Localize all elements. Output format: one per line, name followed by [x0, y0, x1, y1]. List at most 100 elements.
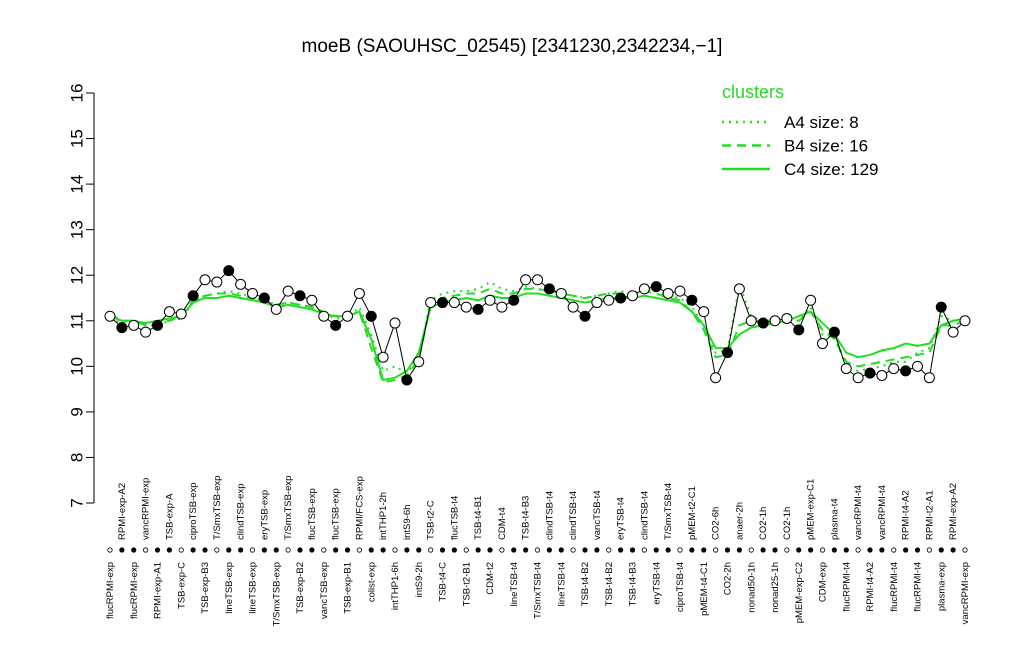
point: [496, 301, 508, 313]
point: [152, 319, 163, 331]
rug-dot: [618, 547, 624, 553]
rug-dot: [499, 547, 505, 553]
point: [722, 347, 733, 359]
rug-dot: [368, 547, 374, 553]
x-tick-label: RPMI-t4-A2: [865, 562, 876, 612]
rug-dot: [772, 547, 778, 553]
x-tick-label: TSB-t4-C: [438, 562, 449, 602]
rug-dot: [760, 547, 766, 553]
point: [389, 317, 401, 329]
x-tick-label: ciproTSB-exp: [188, 482, 199, 540]
rug-dot: [558, 547, 564, 553]
y-tick-label: 10: [67, 357, 86, 376]
x-tick-label: RPMI-t2-A1: [924, 490, 935, 540]
x-tick-label: TSB-t4-B3: [521, 496, 532, 540]
point: [401, 374, 413, 386]
point: [935, 301, 947, 313]
y-tick-label: 7: [67, 498, 86, 507]
point: [247, 287, 258, 299]
x-tick-label: flucTSB-exp: [307, 488, 318, 540]
x-tick-label: flucRPMI-exp: [129, 562, 140, 619]
y-tick-label: 9: [67, 407, 86, 416]
x-tick-label: pMEM-exp-C2: [794, 562, 805, 623]
x-tick-label: pMEM-exp-C1: [806, 479, 817, 540]
x-tick-label: RPMI-t4-A2: [901, 490, 912, 540]
point: [187, 290, 199, 302]
point: [508, 294, 520, 306]
x-tick-label: lineTSB-exp: [224, 562, 235, 614]
rug-dot: [938, 547, 944, 553]
point: [330, 319, 342, 331]
x-tick-label: CDM-exp: [818, 562, 829, 602]
y-tick-label: 11: [67, 312, 86, 330]
rug-dot: [226, 547, 232, 553]
x-tick-label: CO2-6h: [711, 507, 722, 540]
rug-dot: [428, 547, 434, 553]
x-tick-label: eryTSB-t4: [651, 562, 662, 605]
y-tick-label: 8: [67, 453, 86, 462]
x-tick-label: intTHP1-2h: [378, 492, 389, 540]
x-tick-label: T/SmxTSB-exp: [271, 562, 282, 626]
x-tick-label: TSB-exp-B2: [295, 562, 306, 614]
x-tick-label: CO2-1h: [782, 507, 793, 540]
x-tick-label: eryTSB-t4: [616, 497, 627, 540]
point: [484, 294, 496, 306]
point: [805, 294, 817, 306]
rug-dot: [297, 547, 303, 553]
point: [876, 369, 888, 381]
legend-title: clusters: [722, 82, 784, 102]
rug-dot: [962, 547, 968, 553]
x-tick-label: flucTSB-exp: [331, 488, 342, 540]
rug-dot: [914, 547, 921, 553]
x-tick-label: anaer-2h: [734, 502, 745, 540]
x-tick-label: eryTSB-exp: [259, 490, 270, 540]
rug-dot: [903, 547, 909, 553]
point: [674, 285, 686, 297]
point: [579, 310, 591, 322]
x-tick-label: flucTSB-t4: [449, 496, 460, 540]
legend-label: A4 size: 8: [784, 113, 859, 132]
point: [235, 278, 247, 290]
point: [448, 297, 460, 309]
point: [211, 276, 223, 288]
rug-dot: [143, 547, 149, 553]
rug-dot: [831, 547, 837, 553]
point: [698, 306, 710, 318]
point: [294, 290, 306, 302]
x-tick-label: nonad25-1h: [770, 562, 781, 613]
y-tick-label: 13: [67, 220, 86, 239]
point: [163, 306, 175, 318]
rug-dot: [808, 547, 814, 553]
rug-dot: [689, 547, 695, 553]
rug-dot: [796, 547, 802, 553]
rug-dot: [356, 547, 362, 553]
x-tick-label: CDM-t4: [497, 507, 508, 540]
point: [128, 319, 140, 331]
rug-dot: [166, 547, 172, 553]
rug-dot: [867, 547, 873, 553]
rug-dot: [249, 547, 256, 553]
x-tick-label: RPMI-exp-A2: [948, 483, 959, 540]
x-tick-label: flucRPMI-t4: [841, 562, 852, 612]
rug-dot: [950, 547, 956, 553]
rug-dot: [404, 547, 410, 553]
point: [342, 310, 353, 322]
y-tick-label: 16: [67, 84, 86, 103]
rug-dot: [582, 547, 588, 553]
x-tick-label: CO2-1h: [758, 507, 769, 540]
point: [817, 338, 828, 350]
rug-dot: [107, 547, 113, 553]
point: [140, 326, 152, 338]
rug-dot: [546, 547, 552, 553]
point: [769, 315, 781, 327]
point: [199, 274, 211, 286]
point: [757, 317, 769, 329]
rug-dot: [439, 547, 446, 553]
x-tick-label: ciproTSB-t4: [675, 562, 686, 612]
rug-dot: [119, 547, 125, 553]
x-tick-label: T/SmxTSB-t4: [533, 562, 544, 619]
point: [567, 301, 579, 313]
x-tick-label: vancRPMI-exp: [960, 562, 971, 624]
rug-dot: [879, 547, 885, 553]
